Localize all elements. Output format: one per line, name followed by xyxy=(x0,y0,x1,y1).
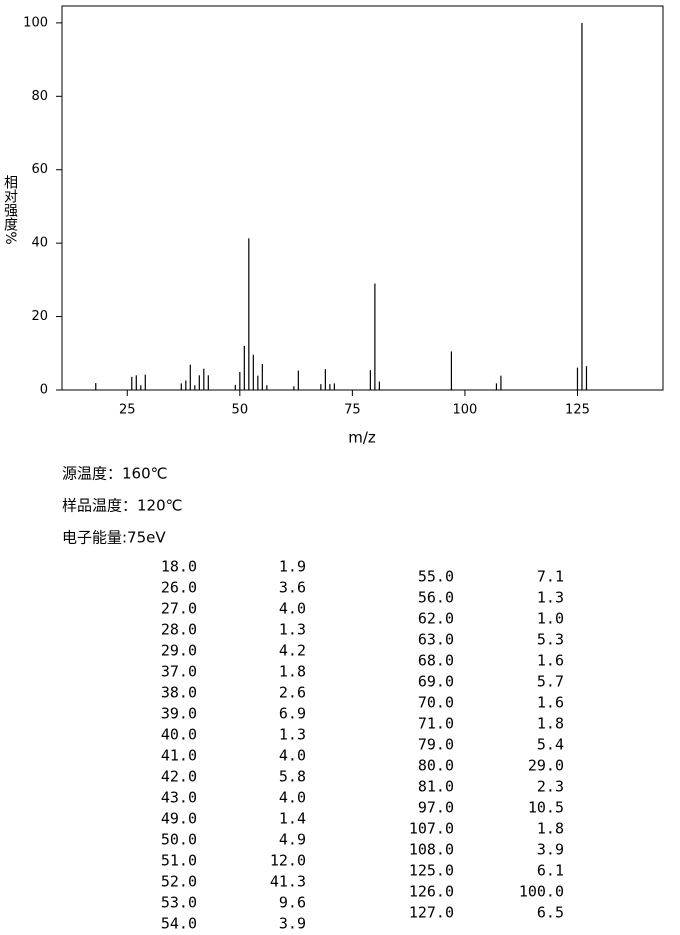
intensity-cell: 1.3 xyxy=(279,726,306,744)
mz-cell: 125.0 xyxy=(409,862,454,880)
intensity-cell: 1.8 xyxy=(279,663,306,681)
intensity-cell: 4.2 xyxy=(279,642,306,660)
intensity-cell: 41.3 xyxy=(270,873,306,891)
mz-cell: 39.0 xyxy=(161,705,197,723)
x-tick-label: 25 xyxy=(119,403,136,418)
mz-cell: 29.0 xyxy=(161,642,197,660)
intensity-cell: 6.9 xyxy=(279,705,306,723)
intensity-cell: 10.5 xyxy=(528,799,564,817)
mz-cell: 18.0 xyxy=(161,558,197,576)
intensity-cell: 1.6 xyxy=(537,694,564,712)
y-tick-label: 20 xyxy=(31,309,48,324)
mz-cell: 126.0 xyxy=(409,883,454,901)
intensity-cell: 6.1 xyxy=(537,862,564,880)
mz-cell: 53.0 xyxy=(161,894,197,912)
mz-cell: 62.0 xyxy=(418,610,454,628)
intensity-cell: 4.0 xyxy=(279,747,306,765)
mz-cell: 71.0 xyxy=(418,715,454,733)
intensity-cell: 1.0 xyxy=(537,610,564,628)
intensity-cell: 1.4 xyxy=(279,810,306,828)
mz-cell: 63.0 xyxy=(418,631,454,649)
mz-cell: 68.0 xyxy=(418,652,454,670)
mz-cell: 127.0 xyxy=(409,904,454,922)
intensity-cell: 6.5 xyxy=(537,904,564,922)
intensity-cell: 5.4 xyxy=(537,736,564,754)
mz-cell: 50.0 xyxy=(161,831,197,849)
mz-cell: 27.0 xyxy=(161,600,197,618)
intensity-cell: 1.9 xyxy=(279,558,306,576)
mz-cell: 54.0 xyxy=(161,915,197,933)
intensity-cell: 12.0 xyxy=(270,852,306,870)
x-axis-label: m/z xyxy=(348,429,376,447)
mz-cell: 97.0 xyxy=(418,799,454,817)
intensity-cell: 1.8 xyxy=(537,820,564,838)
mz-cell: 79.0 xyxy=(418,736,454,754)
intensity-cell: 3.9 xyxy=(279,915,306,933)
y-tick-label: 0 xyxy=(40,383,48,398)
intensity-cell: 2.6 xyxy=(279,684,306,702)
mz-cell: 51.0 xyxy=(161,852,197,870)
intensity-cell: 4.9 xyxy=(279,831,306,849)
mz-cell: 42.0 xyxy=(161,768,197,786)
mz-cell: 40.0 xyxy=(161,726,197,744)
mz-cell: 52.0 xyxy=(161,873,197,891)
intensity-cell: 5.8 xyxy=(279,768,306,786)
x-tick-label: 75 xyxy=(344,403,361,418)
mz-cell: 55.0 xyxy=(418,568,454,586)
mz-cell: 56.0 xyxy=(418,589,454,607)
intensity-cell: 1.6 xyxy=(537,652,564,670)
x-tick-label: 125 xyxy=(565,403,590,418)
intensity-cell: 5.7 xyxy=(537,673,564,691)
mz-cell: 28.0 xyxy=(161,621,197,639)
intensity-cell: 4.0 xyxy=(279,600,306,618)
y-tick-label: 60 xyxy=(31,162,48,177)
plot-frame xyxy=(61,5,664,391)
y-tick-label: 40 xyxy=(31,236,48,251)
mz-cell: 108.0 xyxy=(409,841,454,859)
intensity-cell: 4.0 xyxy=(279,789,306,807)
intensity-cell: 100.0 xyxy=(519,883,564,901)
mz-cell: 70.0 xyxy=(418,694,454,712)
intensity-cell: 29.0 xyxy=(528,757,564,775)
mz-cell: 43.0 xyxy=(161,789,197,807)
intensity-cell: 3.9 xyxy=(537,841,564,859)
mz-cell: 69.0 xyxy=(418,673,454,691)
info-line: 样品温度：120℃ xyxy=(62,497,182,515)
info-line: 源温度：160℃ xyxy=(62,465,167,483)
y-tick-label: 80 xyxy=(31,89,48,104)
intensity-cell: 5.3 xyxy=(537,631,564,649)
intensity-cell: 1.3 xyxy=(537,589,564,607)
intensity-cell: 1.8 xyxy=(537,715,564,733)
mz-cell: 26.0 xyxy=(161,579,197,597)
x-tick-label: 50 xyxy=(232,403,249,418)
mz-cell: 107.0 xyxy=(409,820,454,838)
x-tick-label: 100 xyxy=(453,403,478,418)
intensity-cell: 2.3 xyxy=(537,778,564,796)
y-tick-label: 100 xyxy=(23,15,48,30)
mz-cell: 80.0 xyxy=(418,757,454,775)
intensity-cell: 7.1 xyxy=(537,568,564,586)
mz-cell: 38.0 xyxy=(161,684,197,702)
mz-cell: 49.0 xyxy=(161,810,197,828)
mz-cell: 37.0 xyxy=(161,663,197,681)
y-axis-label: 相对强度% xyxy=(2,175,18,244)
info-line: 电子能量:75eV xyxy=(62,529,166,547)
intensity-cell: 1.3 xyxy=(279,621,306,639)
mz-cell: 81.0 xyxy=(418,778,454,796)
intensity-cell: 3.6 xyxy=(279,579,306,597)
mz-cell: 41.0 xyxy=(161,747,197,765)
intensity-cell: 9.6 xyxy=(279,894,306,912)
